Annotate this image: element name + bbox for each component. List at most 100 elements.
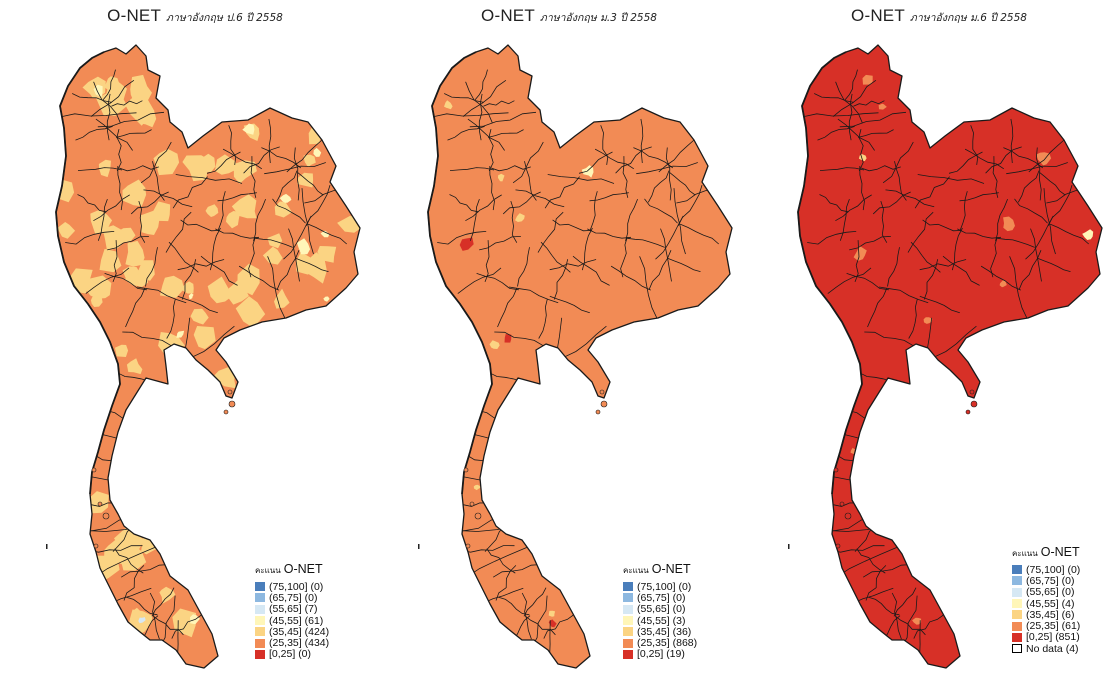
province-boundary [104,273,147,291]
province-boundary [615,146,652,174]
province-boundary [1028,139,1065,173]
stray-mark [46,544,48,549]
title-main: O-NET [107,6,162,25]
legend-label: (45,55] (3) [637,614,686,627]
legend-item: (45,55] (3) [623,614,697,627]
province-boundary [600,125,609,165]
province-boundary [517,247,530,287]
district-patch [459,237,474,251]
province-boundary [587,228,632,239]
legend-item: (55,65] (0) [623,603,697,615]
district-patch [301,252,327,284]
province-boundary [1014,198,1048,224]
province-boundary [868,596,900,616]
district-patch [878,103,887,110]
province-boundary [497,288,518,328]
province-boundary [125,288,146,328]
province-boundary [65,231,115,245]
province-boundary [835,81,863,123]
province-boundary [942,255,980,286]
province-boundary [829,545,885,553]
island [833,467,839,473]
legend-swatch [1012,587,1022,597]
province-boundary [627,237,665,248]
choropleth-map [418,44,733,669]
province-boundary [77,194,107,213]
province-boundary [891,592,902,640]
province-boundary [908,299,918,339]
province-boundary [1018,250,1042,290]
district-patch [57,222,76,239]
legend: คะแนน O-NET (75,100] (0) (65,75] (0) (55,65… [623,562,697,660]
province-boundary [858,129,864,172]
province-boundary [123,565,145,601]
province-boundary [286,139,323,173]
province-boundary [813,476,907,489]
district-patch [274,288,290,309]
district-patch [489,340,500,349]
province-boundary [228,125,237,165]
province-boundary [120,564,170,578]
district-patch [296,238,311,255]
province-boundary [801,112,879,118]
province-boundary [248,237,256,278]
province-boundary [860,165,901,172]
legend-label: [0,25] (0) [269,648,312,661]
province-boundary [494,331,544,347]
province-boundary [625,198,638,242]
province-boundary [640,118,644,164]
district-patch [862,74,873,85]
legend-item: (65,75] (0) [1012,575,1080,587]
legend-label: (35,45] (424) [269,625,330,638]
province-boundary [447,126,485,141]
province-boundary [488,129,494,172]
district-patch [242,310,255,322]
province-boundary [839,111,907,128]
district-patch [188,293,194,300]
province-boundary [112,240,118,283]
district-patch [320,230,330,238]
province-boundary [846,273,889,291]
province-boundary [457,267,502,294]
province-boundary [521,592,532,640]
province-boundary [543,614,574,639]
choropleth-map [46,44,361,669]
province-boundary [443,476,537,489]
legend-label: (65,75] (0) [637,591,686,604]
province-boundary [885,189,935,208]
province-boundary [465,81,493,123]
legend-item: (45,55] (4) [1012,598,1080,610]
district-patch [190,308,209,325]
district-patch [125,240,145,267]
legend-item: [0,25] (0) [255,648,329,661]
district-patch [131,607,143,620]
legend-swatch [623,582,633,592]
province-boundary [140,141,172,184]
legend-swatch [255,616,265,626]
district-patch [214,154,238,175]
province-boundary [644,198,678,224]
province-boundary [858,129,894,138]
district-patch [274,201,292,218]
province-boundary [856,548,886,574]
province-boundary [467,118,505,151]
province-boundary [75,126,113,141]
legend-label: (25,35] (434) [269,637,330,650]
province-boundary [59,112,137,118]
legend-swatch [623,593,633,603]
province-boundary [93,194,130,222]
province-boundary [647,170,670,203]
district-patch [999,280,1007,288]
province-boundary [849,236,891,251]
province-boundary [151,587,175,617]
province-boundary [449,194,479,213]
island [969,389,975,395]
province-boundary [122,331,172,347]
country-fill [428,45,732,668]
district-patch [473,484,482,491]
country-fill [798,45,1102,668]
legend-swatch [255,638,265,648]
province-boundary [301,188,314,255]
province-boundary [913,614,944,639]
province-boundary [917,174,985,184]
